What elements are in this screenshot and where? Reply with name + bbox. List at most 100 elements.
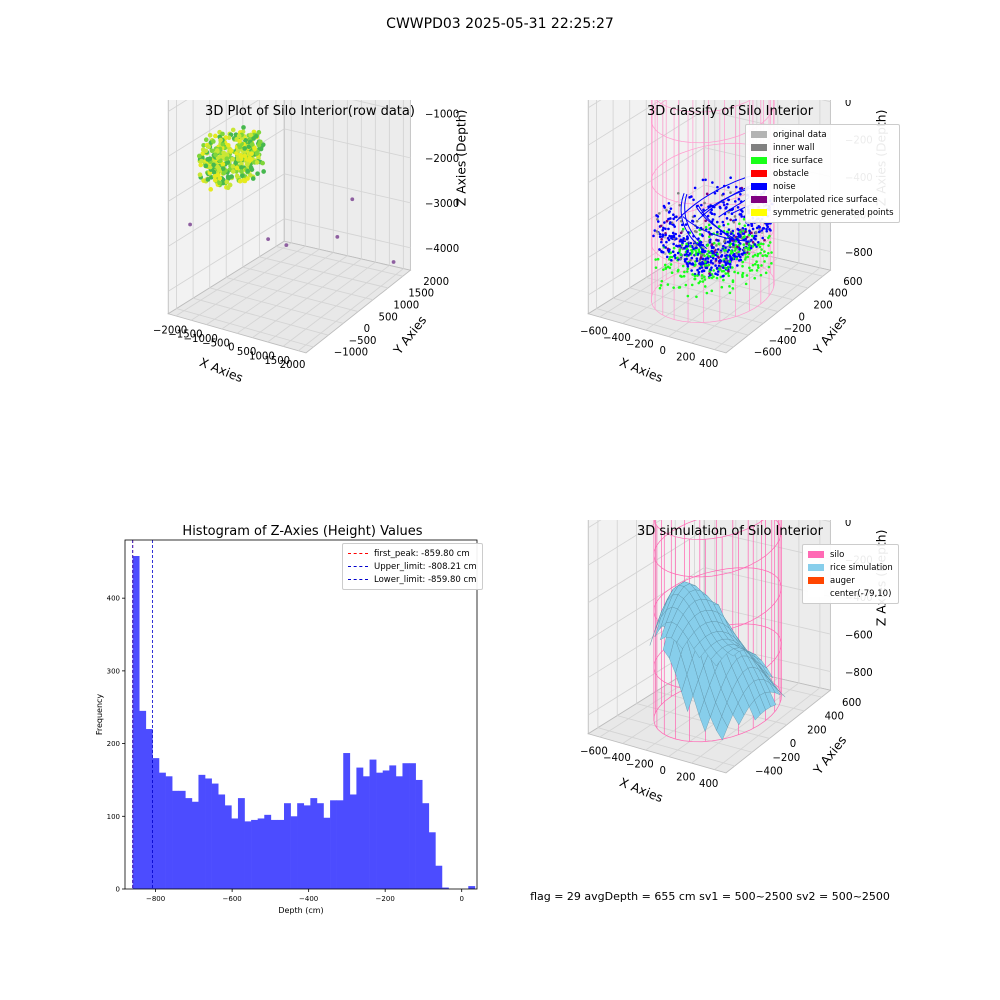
- raw-outlier-point: [350, 197, 355, 202]
- classify-point: [678, 203, 682, 207]
- classify-point: [664, 267, 668, 270]
- legend-swatch: [751, 183, 767, 190]
- classify-point: [751, 263, 755, 267]
- classify-point: [679, 274, 682, 278]
- raw-x-tick: 0: [228, 343, 234, 354]
- classify-point: [671, 231, 675, 235]
- classify-point: [704, 219, 708, 223]
- raw-surface-point: [230, 156, 235, 162]
- histogram-bar: [376, 772, 384, 889]
- raw-surface-point: [225, 159, 231, 165]
- classify-point: [678, 244, 681, 248]
- classify-point: [714, 257, 718, 261]
- classify-point: [728, 291, 732, 295]
- raw-surface-point: [220, 141, 226, 147]
- histogram-bar: [330, 800, 337, 889]
- classify-point: [660, 279, 664, 283]
- histogram-bar: [257, 818, 265, 889]
- raw-surface-point: [254, 160, 260, 165]
- raw-data-3d-title: 3D Plot of Silo Interior(row data): [205, 104, 415, 119]
- classify-point: [682, 237, 685, 240]
- classify-point: [694, 253, 698, 256]
- raw-surface-point: [197, 172, 203, 178]
- classify-point: [736, 271, 740, 275]
- classify-point: [669, 217, 672, 220]
- classify-point: [734, 239, 738, 243]
- classify-noise-arc: [682, 216, 753, 242]
- legend-item: rice simulation: [808, 561, 893, 574]
- classify-point: [739, 255, 742, 259]
- raw-surface-point: [201, 142, 206, 148]
- classify-point: [694, 263, 697, 266]
- classify-noise-arc: [680, 193, 705, 251]
- histogram-bar: [343, 753, 351, 889]
- classify-point: [729, 252, 733, 255]
- classify-point: [695, 295, 698, 299]
- raw-z-tick: −4000: [425, 244, 459, 255]
- raw-surface-point: [213, 133, 218, 139]
- classify-point: [724, 272, 728, 275]
- classify-point: [731, 266, 734, 269]
- legend-label: center(-79,10): [830, 588, 892, 599]
- classify-point: [704, 228, 708, 231]
- histogram-bar: [382, 770, 390, 889]
- raw-surface-point: [212, 173, 218, 179]
- classify-point: [725, 254, 729, 257]
- classify-point: [703, 254, 706, 258]
- classify-point: [685, 242, 689, 246]
- classify-point: [711, 246, 715, 249]
- classify-point: [684, 223, 688, 226]
- legend-item: obstacle: [751, 167, 894, 180]
- classify-point: [751, 227, 755, 231]
- classify-point: [670, 255, 674, 259]
- classify-point: [715, 266, 719, 270]
- classify-point: [694, 246, 698, 250]
- classify-point: [728, 260, 732, 263]
- classify-point: [670, 271, 674, 275]
- classify-point: [676, 251, 680, 255]
- legend-swatch: [751, 209, 767, 216]
- classify-point: [672, 242, 675, 246]
- figure-title: CWWPD03 2025-05-31 22:25:27: [386, 16, 614, 32]
- histogram-x-tick: 0: [459, 895, 463, 903]
- classify-point: [741, 271, 745, 275]
- classify-point: [665, 255, 669, 259]
- classify-point: [755, 260, 758, 263]
- classify-point: [747, 223, 750, 227]
- classify-point: [756, 243, 760, 247]
- raw-surface-point: [252, 145, 257, 151]
- classify-point: [687, 254, 690, 257]
- classify-point: [709, 226, 713, 230]
- classify-point: [698, 228, 702, 232]
- classify-point: [699, 256, 703, 260]
- classify-point: [726, 262, 730, 265]
- classify-point: [679, 253, 683, 256]
- classify-point: [662, 244, 665, 247]
- classify-point: [693, 214, 696, 218]
- raw-surface-point: [248, 132, 254, 138]
- classify-point: [704, 257, 708, 261]
- classify-point: [727, 248, 731, 252]
- histogram-bar: [441, 887, 449, 889]
- raw-surface-point: [207, 132, 213, 138]
- classify-x-tick: −400: [603, 333, 631, 344]
- classify-point: [724, 251, 728, 255]
- raw-x-tick: 2000: [280, 360, 306, 371]
- classify-y-tick: −400: [769, 336, 797, 347]
- classify-y-tick: 200: [813, 300, 832, 311]
- legend-line: [348, 553, 368, 554]
- classify-point: [710, 289, 714, 293]
- classify-point: [734, 185, 738, 189]
- raw-surface-point: [206, 144, 212, 150]
- histogram-x-tick: −600: [223, 895, 242, 903]
- histogram-frame: [124, 539, 478, 890]
- legend-label: obstacle: [773, 168, 809, 179]
- raw-y-tick: 500: [379, 312, 398, 323]
- simulation-x-tick: 0: [660, 766, 666, 777]
- legend-item: inner wall: [751, 141, 894, 154]
- raw-surface-point: [239, 161, 244, 167]
- legend-item: rice surface: [751, 154, 894, 167]
- classify-point: [672, 246, 676, 250]
- classify-point: [710, 266, 713, 269]
